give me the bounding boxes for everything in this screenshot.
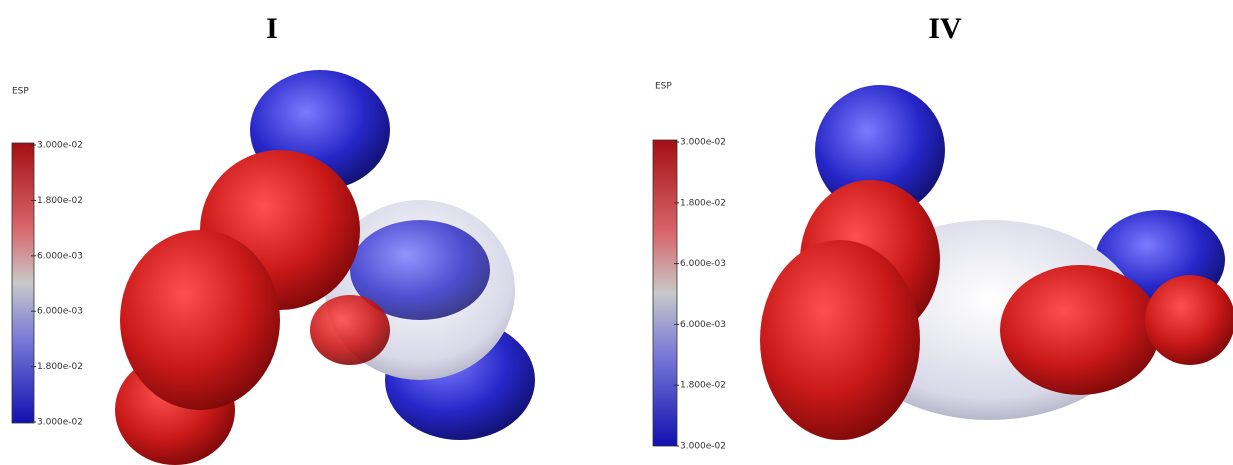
legend-tick-label: 6.000e-03: [37, 307, 83, 317]
legend-tick-label: 1.800e-02: [37, 196, 83, 206]
colorbar: [12, 143, 34, 423]
molecule: [115, 70, 535, 465]
legend-title: ESP: [655, 82, 672, 92]
panel-title: IV: [928, 12, 962, 45]
figure: I ESP 3.000e-02 1.800e-02 6.000e-03 6.000e-03…: [0, 0, 1233, 465]
molecule: [760, 85, 1233, 440]
legend-tick-label: 1.800e-02: [37, 362, 83, 372]
legend-tick-label: 6.000e-03: [37, 251, 83, 261]
legend-tick-label: 1.800e-02: [680, 198, 726, 208]
legend-title: ESP: [12, 87, 29, 97]
legend-tick-label: 3.000e-02: [680, 442, 726, 452]
legend-tick-label: 3.000e-02: [680, 138, 726, 148]
legend-tick-label: 1.800e-02: [680, 381, 726, 391]
panel-title: I: [266, 12, 278, 45]
panel: I ESP 3.000e-02 1.800e-02 6.000e-03 6.000e-03…: [12, 12, 535, 465]
legend-tick-label: 3.000e-02: [37, 141, 83, 151]
panel: IV ESP 3.000e-02 1.800e-02 6.000e-03 6.000e-0…: [653, 12, 1233, 452]
legend-tick-label: 6.000e-03: [680, 320, 726, 330]
legend-tick-label: 6.000e-03: [680, 259, 726, 269]
legend-tick-label: 3.000e-02: [37, 418, 83, 428]
colorbar: [653, 140, 677, 446]
